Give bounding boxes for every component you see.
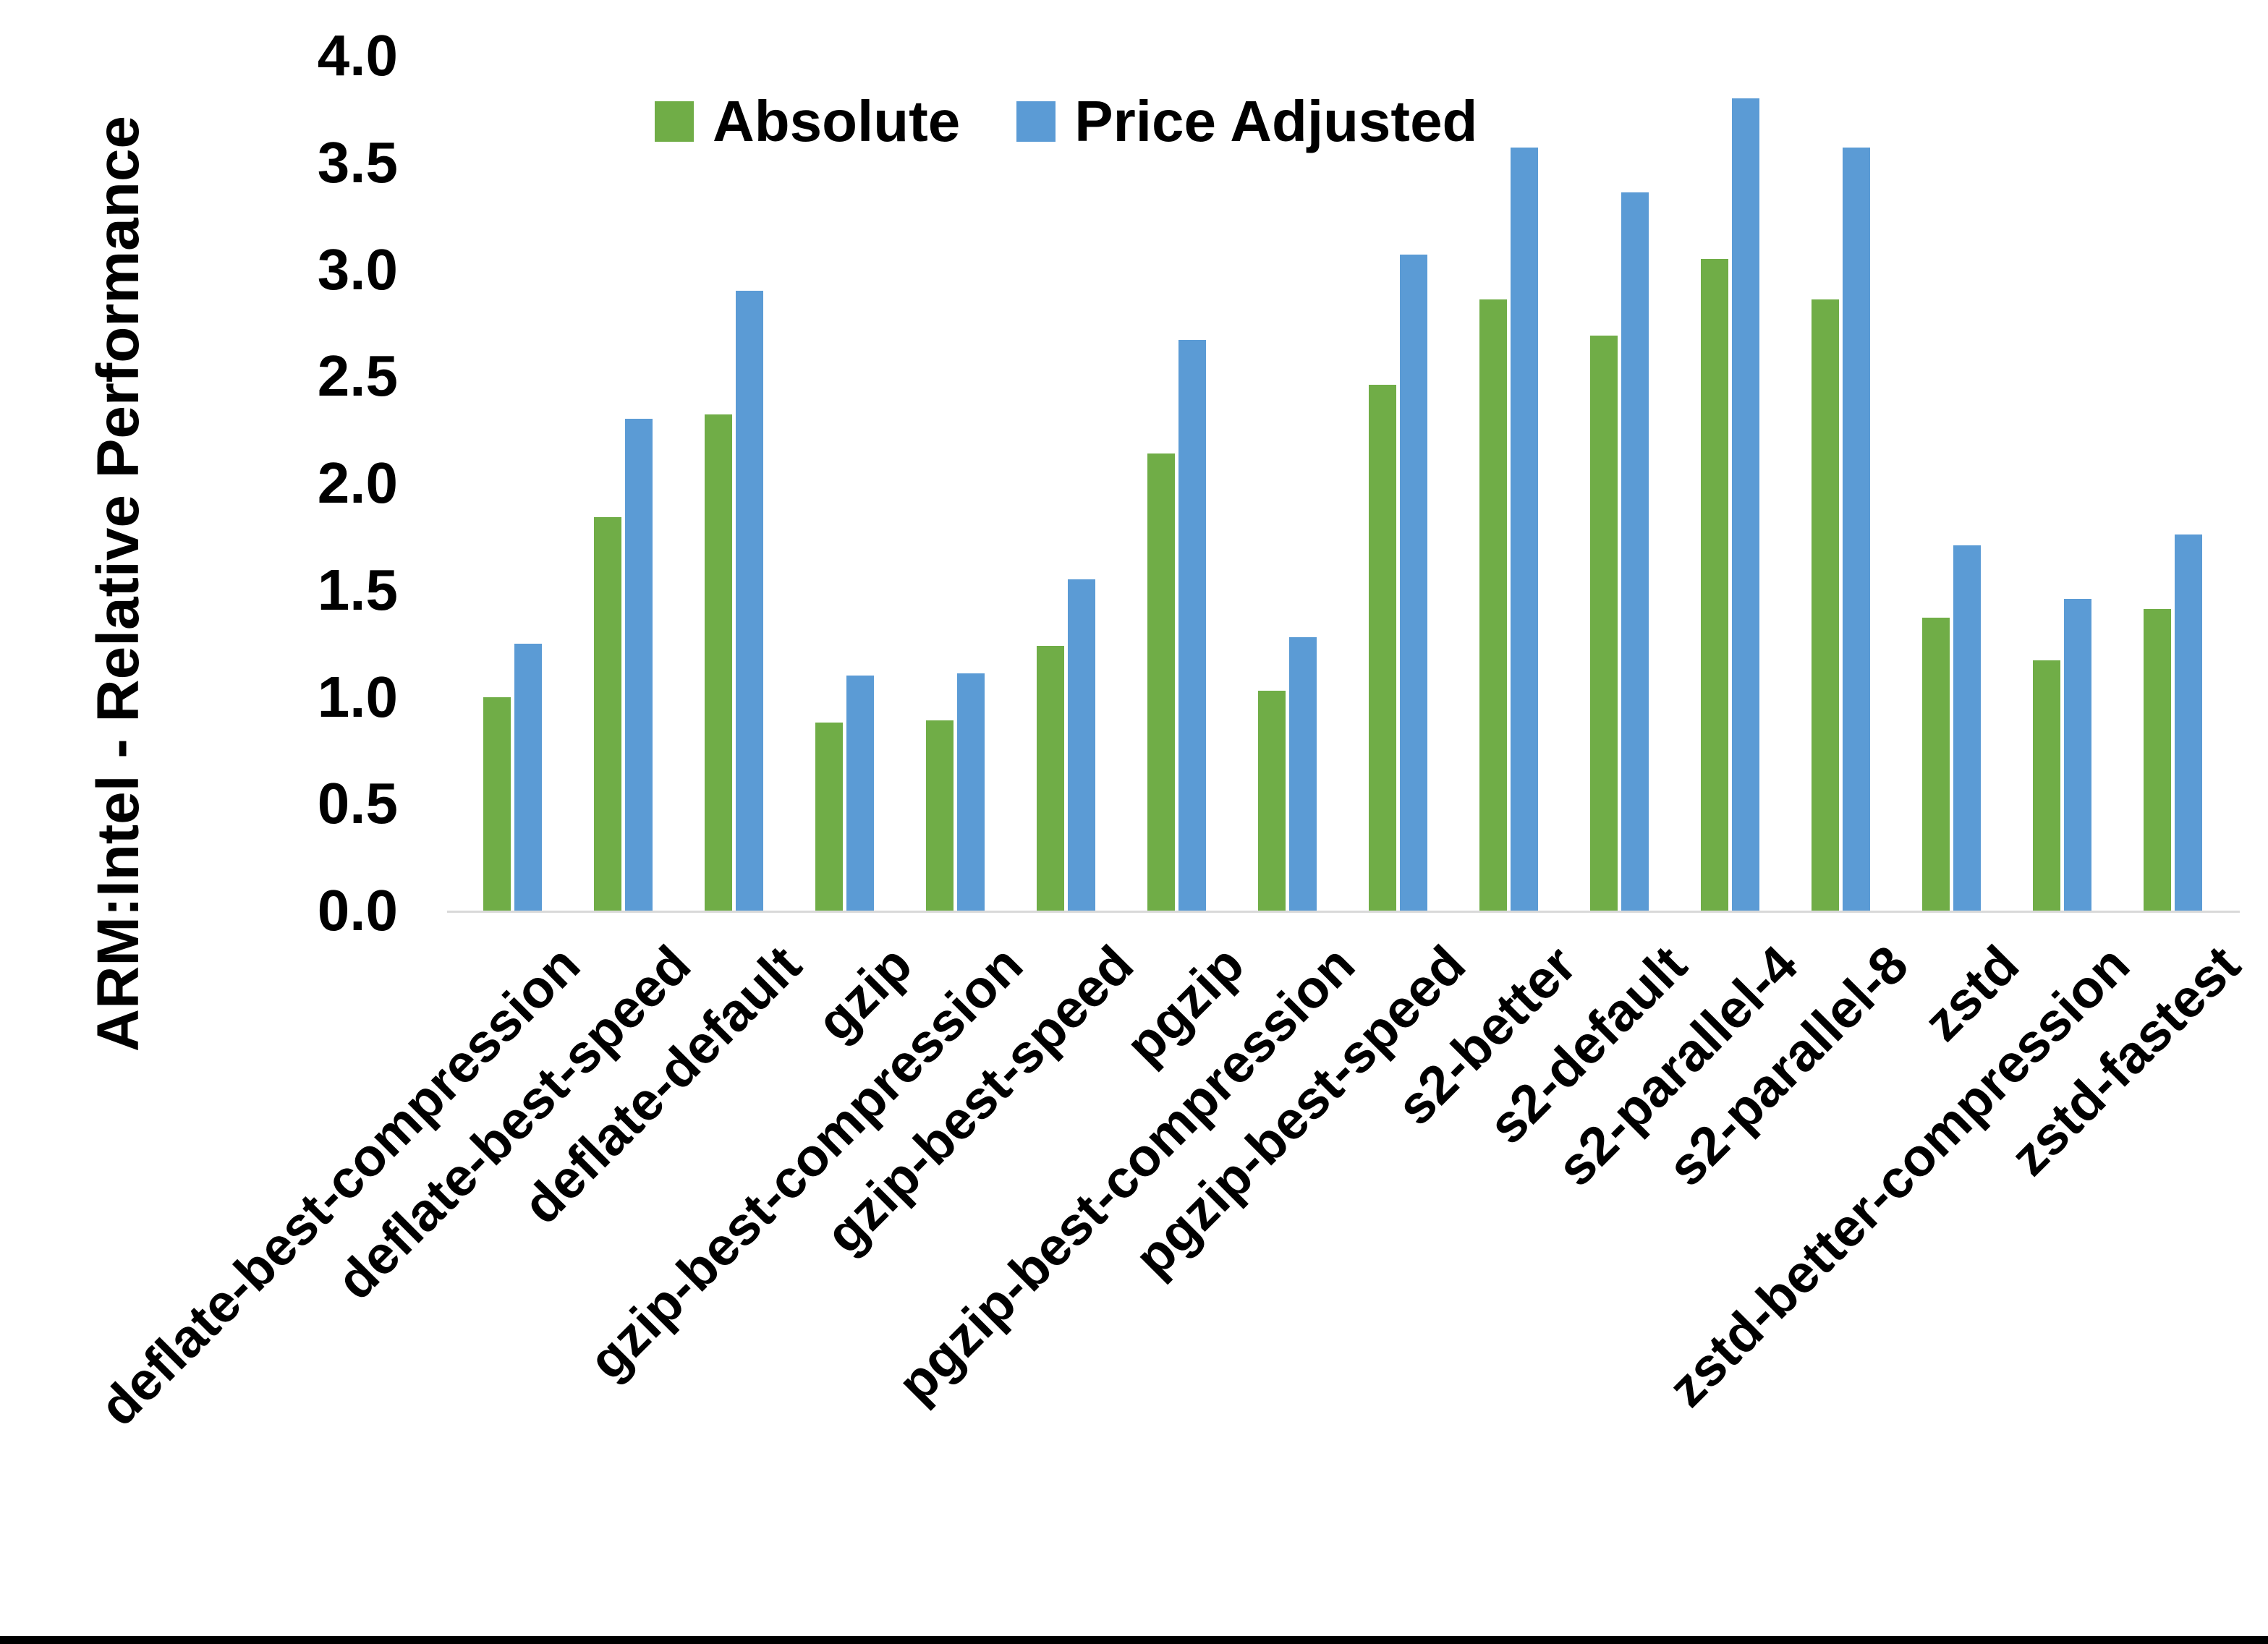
bar-price-adjusted-gzip	[846, 675, 874, 911]
legend-label-price-adjusted: Price Adjusted	[1074, 89, 1478, 153]
y-tick-label: 4.0	[317, 23, 398, 88]
bar-absolute-s2-parallel-8	[1812, 299, 1839, 911]
y-tick-label: 0.5	[317, 771, 398, 836]
legend-label-absolute: Absolute	[713, 89, 961, 153]
bar-price-adjusted-deflate-default	[736, 291, 763, 911]
bar-price-adjusted-deflate-best-speed	[625, 419, 653, 911]
bar-absolute-pgzip	[1147, 453, 1175, 911]
bar-price-adjusted-s2-default	[1621, 192, 1649, 911]
bar-price-adjusted-pgzip-best-compression	[1289, 636, 1317, 911]
bar-absolute-pgzip-best-compression	[1258, 690, 1286, 911]
bar-price-adjusted-pgzip-best-speed	[1400, 254, 1427, 911]
bar-absolute-gzip-best-speed	[1037, 645, 1064, 911]
bar-absolute-s2-parallel-4	[1701, 258, 1728, 911]
bar-price-adjusted-deflate-best-compression	[514, 643, 542, 911]
bottom-border	[0, 1636, 2268, 1644]
bar-absolute-zstd-better-compression	[2033, 660, 2060, 911]
x-axis-line	[447, 911, 2240, 913]
y-axis-title: ARM:Intel - Relative Performance	[85, 115, 151, 1052]
legend-item-absolute: Absolute	[655, 93, 960, 150]
bar-absolute-s2-better	[1479, 299, 1507, 911]
bar-absolute-zstd-fastest	[2144, 609, 2171, 911]
bar-absolute-gzip	[815, 722, 843, 911]
bar-absolute-zstd	[1922, 618, 1950, 911]
bar-price-adjusted-s2-better	[1511, 148, 1538, 911]
bar-absolute-gzip-best-compression	[926, 720, 954, 911]
y-tick-label: 2.5	[317, 344, 398, 409]
bar-price-adjusted-s2-parallel-8	[1843, 148, 1870, 911]
bar-price-adjusted-s2-parallel-4	[1732, 98, 1759, 911]
bar-price-adjusted-zstd	[1953, 545, 1981, 911]
y-tick-label: 2.0	[317, 451, 398, 515]
bar-price-adjusted-gzip-best-compression	[957, 673, 985, 911]
legend-item-price-adjusted: Price Adjusted	[1016, 93, 1477, 150]
y-tick-label: 3.0	[317, 237, 398, 302]
legend: Absolute Price Adjusted	[655, 93, 1477, 150]
bar-absolute-deflate-best-compression	[483, 697, 511, 911]
bar-absolute-pgzip-best-speed	[1369, 385, 1396, 911]
legend-swatch-price-adjusted-icon	[1016, 101, 1056, 142]
y-tick-label: 1.5	[317, 557, 398, 622]
y-tick-label: 1.0	[317, 664, 398, 729]
bar-price-adjusted-zstd-fastest	[2175, 534, 2202, 911]
bar-absolute-deflate-default	[705, 414, 732, 911]
bar-price-adjusted-zstd-better-compression	[2064, 598, 2091, 911]
y-tick-label: 3.5	[317, 129, 398, 195]
y-tick-label: 0.0	[317, 878, 398, 942]
bar-absolute-s2-default	[1590, 336, 1618, 911]
bar-absolute-deflate-best-speed	[594, 517, 621, 911]
legend-swatch-absolute-icon	[655, 101, 694, 142]
bar-price-adjusted-gzip-best-speed	[1068, 579, 1095, 911]
bar-price-adjusted-pgzip	[1178, 340, 1206, 911]
